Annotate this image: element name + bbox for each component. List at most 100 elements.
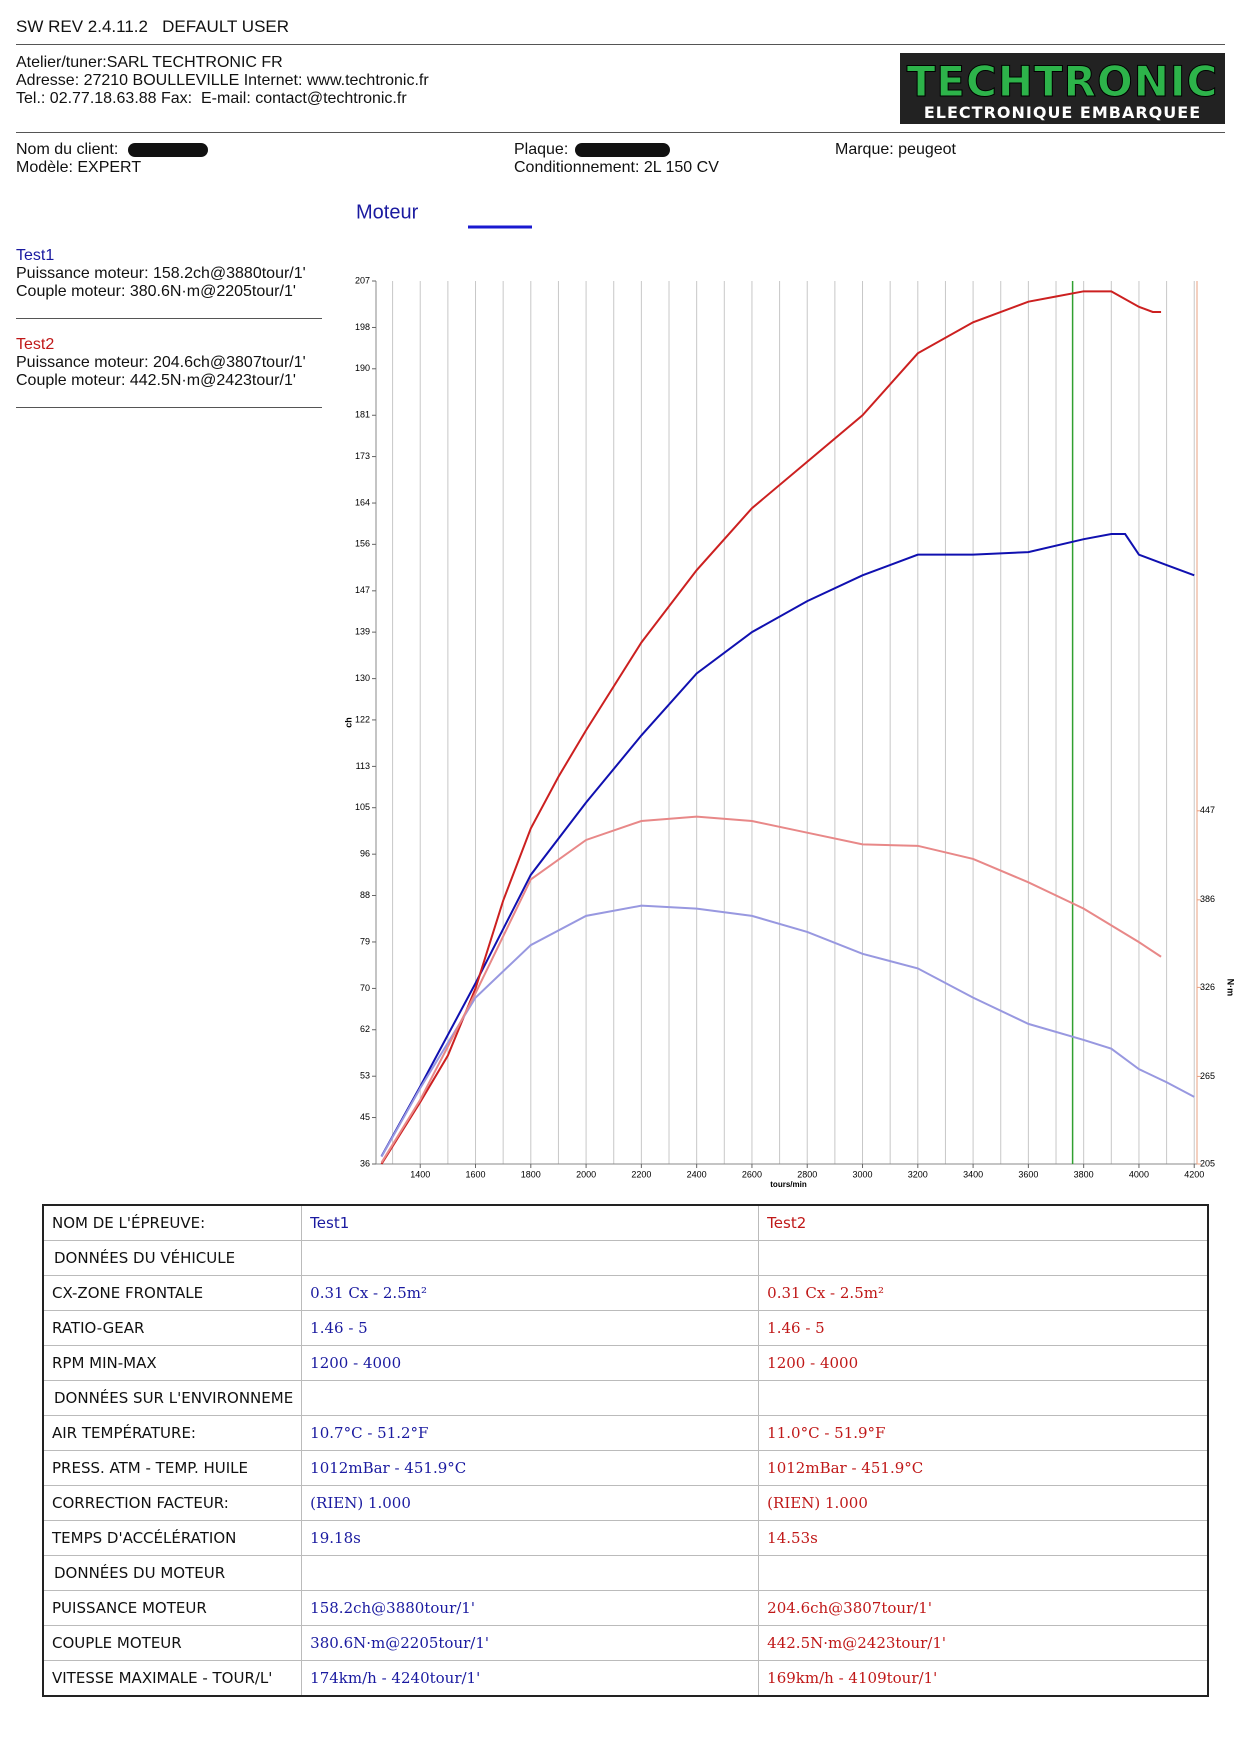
table-cell: CX-ZONE FRONTALE — [42, 1275, 303, 1311]
table-cell: TEMPS D'ACCÉLÉRATION — [42, 1520, 303, 1556]
table-cell: (RIEN) 1.000 — [758, 1485, 1209, 1521]
rule — [16, 318, 322, 319]
table-cell — [758, 1555, 1209, 1591]
rule — [16, 44, 1225, 45]
shop-line: Atelier/tuner:SARL TECHTRONIC FR — [16, 54, 283, 71]
x-tick-label: 4000 — [1129, 1169, 1149, 1179]
table-cell: 1012mBar - 451.9°C — [758, 1450, 1209, 1486]
x-tick-label: 3800 — [1074, 1169, 1094, 1179]
y-tick-label: 62 — [360, 1024, 370, 1034]
table-cell: 14.53s — [758, 1520, 1209, 1556]
x-tick-label: 2800 — [797, 1169, 817, 1179]
table-row: CX-ZONE FRONTALE 0.31 Cx - 2.5m² 0.31 Cx -… — [42, 1275, 1209, 1311]
y2-tick-label: 386 — [1200, 894, 1215, 904]
table-cell: 0.31 Cx - 2.5m² — [758, 1275, 1209, 1311]
table-row: AIR TEMPÉRATURE: 10.7°C - 51.2°F 11.0°C - … — [42, 1415, 1209, 1451]
test-name: Test1 — [16, 247, 55, 264]
model: Modèle: EXPERT — [16, 159, 142, 176]
x-tick-label: 2400 — [687, 1169, 707, 1179]
y2-axis-label: N·m — [1226, 979, 1236, 997]
power-torque-curve — [380, 904, 1195, 1158]
chart: Moteur 36 45 53 62 70 79 88 96 105 113 122 130 139 14… — [343, 201, 1236, 1189]
power-torque-curve — [380, 815, 1162, 1164]
table-cell: 1200 - 4000 — [758, 1345, 1209, 1381]
x-tick-label: 1400 — [410, 1169, 430, 1179]
y-tick-label: 96 — [360, 849, 370, 859]
power-torque-curve — [380, 533, 1195, 1157]
table-cell: 174km/h - 4240tour/1' — [301, 1660, 760, 1697]
table-row: NOM DE L'ÉPREUVE: Test1 Test2 — [42, 1204, 1209, 1241]
x-tick-label: 2200 — [631, 1169, 651, 1179]
x-tick-label: 2000 — [576, 1169, 596, 1179]
x-tick-label: 1600 — [465, 1169, 485, 1179]
test-name: Test2 — [16, 336, 55, 353]
test-torque: Couple moteur: 442.5N·m@2423tour/1' — [16, 372, 296, 389]
y-tick-label: 164 — [355, 497, 370, 507]
test-torque: Couple moteur: 380.6N·m@2205tour/1' — [16, 283, 296, 300]
chart-title: Moteur — [356, 201, 419, 223]
y-tick-label: 198 — [355, 322, 370, 332]
logo: TECHTRONIC ELECTRONIQUE EMBARQUEE — [900, 53, 1225, 124]
table-cell: DONNÉES SUR L'ENVIRONNEME — [42, 1380, 303, 1416]
table-row: DONNÉES DU VÉHICULE — [42, 1240, 1209, 1276]
shop-line: Tel.: 02.77.18.63.88 Fax: E-mail: contac… — [16, 90, 407, 107]
test-power: Puissance moteur: 204.6ch@3807tour/1' — [16, 354, 306, 371]
y2-tick-label: 326 — [1200, 982, 1215, 992]
table-row: DONNÉES SUR L'ENVIRONNEME — [42, 1380, 1209, 1416]
table-cell: AIR TEMPÉRATURE: — [42, 1415, 303, 1451]
table-cell: 0.31 Cx - 2.5m² — [301, 1275, 760, 1311]
x-tick-label: 4200 — [1184, 1169, 1204, 1179]
table-cell: DONNÉES DU VÉHICULE — [42, 1240, 303, 1276]
table-row: VITESSE MAXIMALE - TOUR/L' 174km/h - 4240… — [42, 1660, 1209, 1697]
table-row: COUPLE MOTEUR 380.6N·m@2205tour/1' 442.5N·… — [42, 1625, 1209, 1661]
table-cell: 204.6ch@3807tour/1' — [758, 1590, 1209, 1626]
redaction — [575, 143, 670, 157]
table-cell: 1.46 - 5 — [758, 1310, 1209, 1346]
x-tick-label: 1800 — [521, 1169, 541, 1179]
y-tick-label: 139 — [355, 627, 370, 637]
y-tick-label: 181 — [355, 410, 370, 420]
table-row: RATIO-GEAR 1.46 - 5 1.46 - 5 — [42, 1310, 1209, 1346]
table-cell — [758, 1380, 1209, 1416]
logo-tagline: ELECTRONIQUE EMBARQUEE — [923, 103, 1202, 122]
table-cell: 442.5N·m@2423tour/1' — [758, 1625, 1209, 1661]
y-tick-label: 105 — [355, 802, 370, 812]
shop-line: Adresse: 27210 BOULLEVILLE Internet: www… — [16, 72, 429, 89]
y-tick-label: 70 — [360, 983, 370, 993]
power-torque-curve — [380, 290, 1162, 1165]
table-cell: 158.2ch@3880tour/1' — [301, 1590, 760, 1626]
y-tick-label: 79 — [360, 936, 370, 946]
y2-tick-label: 447 — [1200, 805, 1215, 815]
table-cell: (RIEN) 1.000 — [301, 1485, 760, 1521]
y-tick-label: 147 — [355, 585, 370, 595]
table-cell — [301, 1555, 760, 1591]
table-cell — [301, 1380, 760, 1416]
results-table: NOM DE L'ÉPREUVE: Test1 Test2 DONNÉES DU VÉ… — [42, 1204, 1209, 1697]
table-cell: 169km/h - 4109tour/1' — [758, 1660, 1209, 1697]
table-cell: 19.18s — [301, 1520, 760, 1556]
table-cell: DONNÉES DU MOTEUR — [42, 1555, 303, 1591]
rule — [16, 132, 1225, 133]
table-cell: RATIO-GEAR — [42, 1310, 303, 1346]
table-row: PUISSANCE MOTEUR 158.2ch@3880tour/1' 204.6… — [42, 1590, 1209, 1626]
table-cell: PRESS. ATM - TEMP. HUILE — [42, 1450, 303, 1486]
table-row: DONNÉES DU MOTEUR — [42, 1555, 1209, 1591]
software-header: SW REV 2.4.11.2 DEFAULT USER — [16, 17, 290, 36]
table-row: TEMPS D'ACCÉLÉRATION 19.18s 14.53s — [42, 1520, 1209, 1556]
x-tick-label: 2600 — [742, 1169, 762, 1179]
table-row: PRESS. ATM - TEMP. HUILE 1012mBar - 451.9… — [42, 1450, 1209, 1486]
x-axis-label: tours/min — [770, 1180, 807, 1189]
y-tick-label: 173 — [355, 451, 370, 461]
y-tick-label: 190 — [355, 363, 370, 373]
table-row: CORRECTION FACTEUR: (RIEN) 1.000 (RIEN) 1.… — [42, 1485, 1209, 1521]
table-cell: PUISSANCE MOTEUR — [42, 1590, 303, 1626]
y-axis-label: ch — [343, 717, 353, 728]
table-cell: 380.6N·m@2205tour/1' — [301, 1625, 760, 1661]
table-cell: CORRECTION FACTEUR: — [42, 1485, 303, 1521]
y2-tick-label: 205 — [1200, 1158, 1215, 1168]
rule — [16, 407, 322, 408]
table-cell: 11.0°C - 51.9°F — [758, 1415, 1209, 1451]
y-tick-label: 53 — [360, 1071, 370, 1081]
y-tick-label: 122 — [355, 714, 370, 724]
